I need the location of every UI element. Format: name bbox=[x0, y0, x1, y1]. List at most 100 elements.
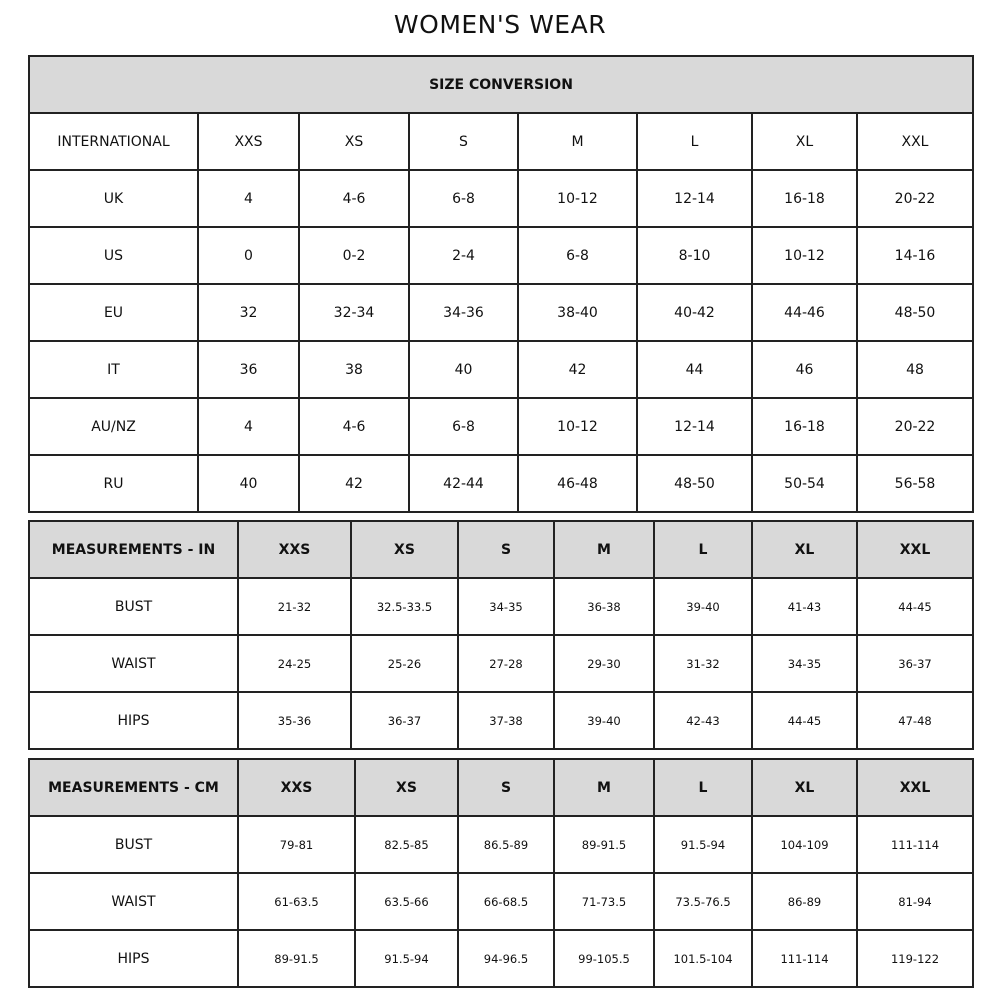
column-header: MEASUREMENTS - CM bbox=[28, 758, 239, 817]
table-cell: 40 bbox=[197, 454, 300, 513]
table-cell: 79-81 bbox=[237, 815, 356, 874]
column-header: XS bbox=[298, 112, 410, 171]
table-cell: 10-12 bbox=[517, 169, 638, 228]
table-cell: 20-22 bbox=[856, 397, 974, 456]
table-cell: 82.5-85 bbox=[354, 815, 459, 874]
table-cell: 35-36 bbox=[237, 691, 352, 750]
header-row: MEASUREMENTS - CM XXS XS S M L XL XXL bbox=[28, 758, 974, 817]
table-cell: 38-40 bbox=[517, 283, 638, 342]
table-cell: 36-38 bbox=[553, 577, 655, 636]
page-title: WOMEN'S WEAR bbox=[393, 10, 607, 39]
column-header: MEASUREMENTS - IN bbox=[28, 520, 239, 579]
table-cell: 14-16 bbox=[856, 226, 974, 285]
row-label: WAIST bbox=[28, 634, 239, 693]
column-header: S bbox=[457, 520, 555, 579]
table-cell: 50-54 bbox=[751, 454, 858, 513]
table-cell: 48-50 bbox=[856, 283, 974, 342]
table-cell: 4 bbox=[197, 169, 300, 228]
row-label: HIPS bbox=[28, 929, 239, 988]
row-label: US bbox=[28, 226, 199, 285]
table-row: RU 40 42 42-44 46-48 48-50 50-54 56-58 bbox=[28, 454, 974, 513]
column-header: XL bbox=[751, 520, 858, 579]
table-cell: 40-42 bbox=[636, 283, 753, 342]
column-header: L bbox=[653, 520, 753, 579]
table-cell: 46-48 bbox=[517, 454, 638, 513]
table-cell: 44 bbox=[636, 340, 753, 399]
table-cell: 32-34 bbox=[298, 283, 410, 342]
table-cell: 6-8 bbox=[408, 169, 519, 228]
row-label: IT bbox=[28, 340, 199, 399]
table-cell: 119-122 bbox=[856, 929, 974, 988]
column-header: XXS bbox=[237, 758, 356, 817]
column-header: XXL bbox=[856, 112, 974, 171]
table-cell: 42-43 bbox=[653, 691, 753, 750]
table-cell: 32.5-33.5 bbox=[350, 577, 459, 636]
table-cell: 10-12 bbox=[517, 397, 638, 456]
row-label: RU bbox=[28, 454, 199, 513]
table-cell: 47-48 bbox=[856, 691, 974, 750]
table-cell: 101.5-104 bbox=[653, 929, 753, 988]
table-cell: 4-6 bbox=[298, 397, 410, 456]
table-cell: 42-44 bbox=[408, 454, 519, 513]
table-row: HIPS 89-91.5 91.5-94 94-96.5 99-105.5 101.5-1… bbox=[28, 929, 974, 988]
table-cell: 4 bbox=[197, 397, 300, 456]
table-cell: 12-14 bbox=[636, 169, 753, 228]
table-row: IT 36 38 40 42 44 46 48 bbox=[28, 340, 974, 399]
table-cell: 12-14 bbox=[636, 397, 753, 456]
column-header: XS bbox=[350, 520, 459, 579]
table-row: UK 4 4-6 6-8 10-12 12-14 16-18 20-22 bbox=[28, 169, 974, 228]
table-cell: 36 bbox=[197, 340, 300, 399]
table-row: BUST 21-32 32.5-33.5 34-35 36-38 39-40 41-43 44… bbox=[28, 577, 974, 636]
size-conversion-table: SIZE CONVERSION INTERNATIONAL XXS XS S M L XL XX… bbox=[28, 55, 974, 513]
table-cell: 0-2 bbox=[298, 226, 410, 285]
table-cell: 73.5-76.5 bbox=[653, 872, 753, 931]
column-header: XL bbox=[751, 112, 858, 171]
table-cell: 16-18 bbox=[751, 397, 858, 456]
row-label: UK bbox=[28, 169, 199, 228]
table-cell: 34-35 bbox=[457, 577, 555, 636]
column-header: XL bbox=[751, 758, 858, 817]
table-cell: 94-96.5 bbox=[457, 929, 555, 988]
table-cell: 37-38 bbox=[457, 691, 555, 750]
table-cell: 86-89 bbox=[751, 872, 858, 931]
table-cell: 46 bbox=[751, 340, 858, 399]
table-cell: 42 bbox=[517, 340, 638, 399]
table-cell: 10-12 bbox=[751, 226, 858, 285]
table-cell: 39-40 bbox=[653, 577, 753, 636]
table-cell: 48-50 bbox=[636, 454, 753, 513]
table-cell: 40 bbox=[408, 340, 519, 399]
table-cell: 42 bbox=[298, 454, 410, 513]
table-cell: 0 bbox=[197, 226, 300, 285]
measurements-in-table: MEASUREMENTS - IN XXS XS S M L XL XXL BUST 21-32 3… bbox=[28, 520, 974, 750]
measurements-cm-table: MEASUREMENTS - CM XXS XS S M L XL XXL BUST 79-81 8… bbox=[28, 758, 974, 988]
table-cell: 104-109 bbox=[751, 815, 858, 874]
table-cell: 29-30 bbox=[553, 634, 655, 693]
table-cell: 89-91.5 bbox=[553, 815, 655, 874]
table-cell: 44-46 bbox=[751, 283, 858, 342]
table-cell: 25-26 bbox=[350, 634, 459, 693]
row-label: HIPS bbox=[28, 691, 239, 750]
table-row: WAIST 61-63.5 63.5-66 66-68.5 71-73.5 73.5-76… bbox=[28, 872, 974, 931]
table-cell: 38 bbox=[298, 340, 410, 399]
row-label: WAIST bbox=[28, 872, 239, 931]
table-cell: 111-114 bbox=[856, 815, 974, 874]
table-cell: 61-63.5 bbox=[237, 872, 356, 931]
column-header: S bbox=[457, 758, 555, 817]
table-cell: 41-43 bbox=[751, 577, 858, 636]
column-header: M bbox=[553, 520, 655, 579]
column-header: M bbox=[553, 758, 655, 817]
row-label: BUST bbox=[28, 815, 239, 874]
table-cell: 8-10 bbox=[636, 226, 753, 285]
table-cell: 81-94 bbox=[856, 872, 974, 931]
column-header: M bbox=[517, 112, 638, 171]
column-header: XXS bbox=[237, 520, 352, 579]
table-cell: 99-105.5 bbox=[553, 929, 655, 988]
row-label: EU bbox=[28, 283, 199, 342]
table-cell: 71-73.5 bbox=[553, 872, 655, 931]
table-cell: 111-114 bbox=[751, 929, 858, 988]
table-cell: 4-6 bbox=[298, 169, 410, 228]
table-cell: 34-35 bbox=[751, 634, 858, 693]
table-cell: 56-58 bbox=[856, 454, 974, 513]
table-heading: SIZE CONVERSION bbox=[28, 55, 974, 114]
table-cell: 31-32 bbox=[653, 634, 753, 693]
